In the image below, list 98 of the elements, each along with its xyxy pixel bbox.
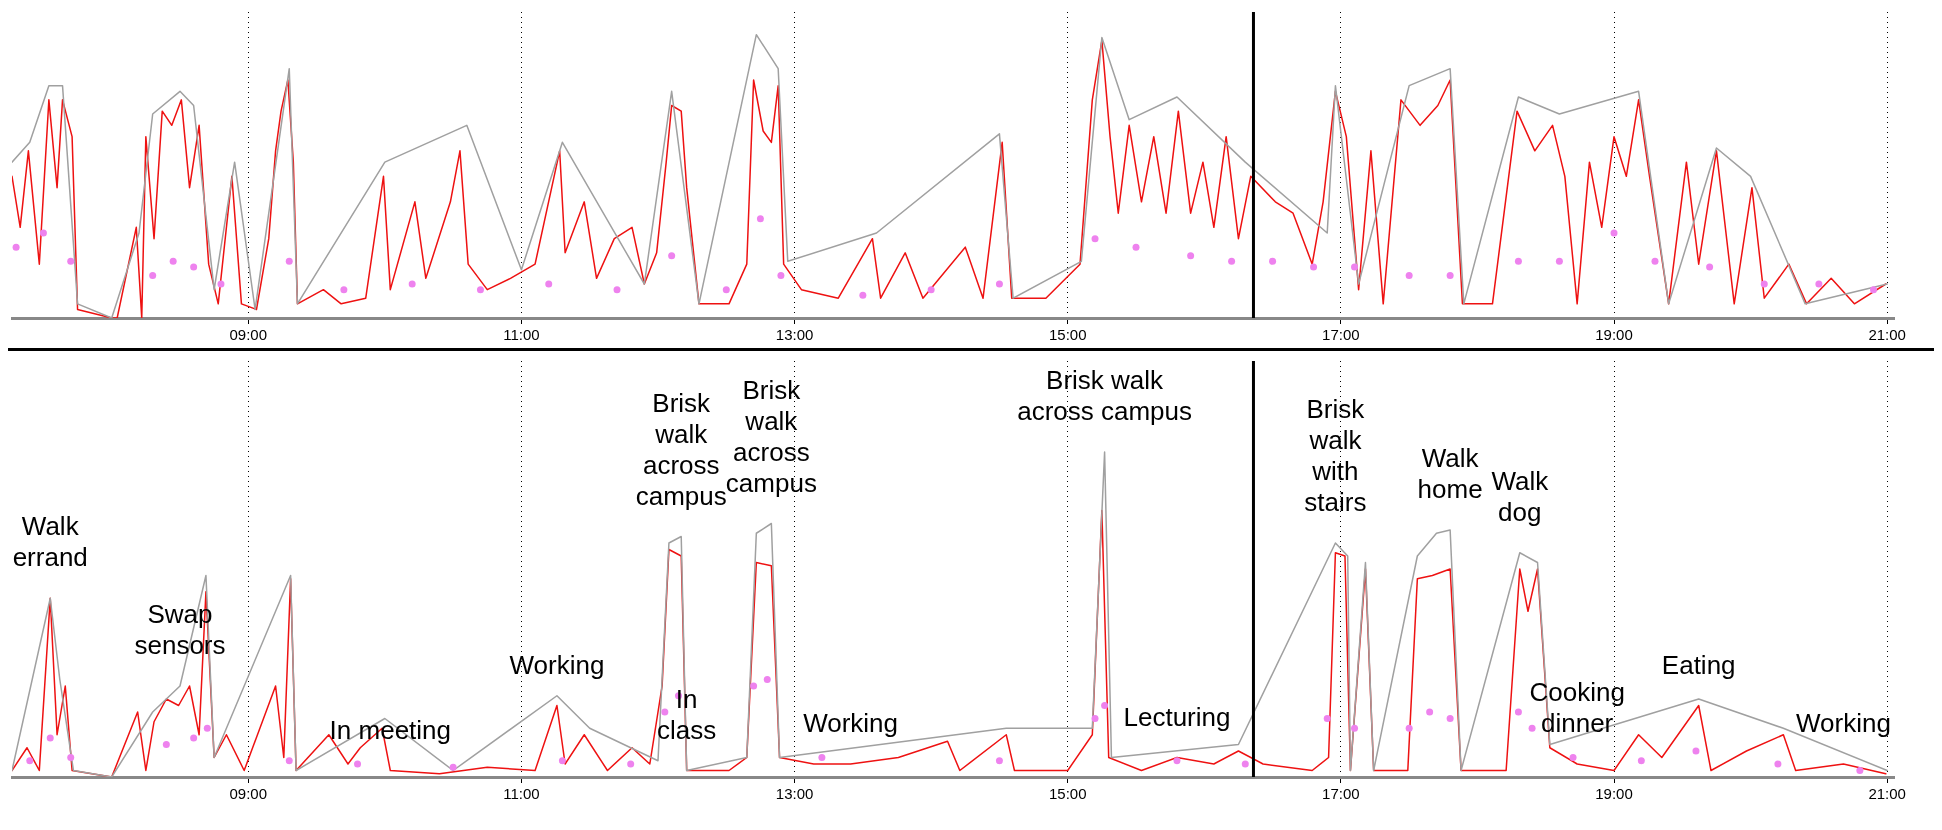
point <box>927 286 935 294</box>
point <box>1651 257 1659 265</box>
annotation: Brisk walk across campus <box>725 374 817 498</box>
annotation: Brisk walk across campus <box>635 387 727 511</box>
point <box>1187 252 1195 260</box>
point <box>162 741 170 748</box>
annotation: Working <box>803 708 899 739</box>
x-tick-label: 09:00 <box>229 326 268 344</box>
point <box>777 272 785 279</box>
point <box>1870 286 1878 294</box>
point <box>756 215 764 223</box>
annotation: Walk dog <box>1491 465 1550 527</box>
x-tick-label: 11:00 <box>503 326 540 344</box>
point <box>1637 757 1645 765</box>
point <box>995 280 1003 288</box>
x-tick-label: 21:00 <box>1868 785 1906 803</box>
point <box>763 676 771 683</box>
point <box>1856 767 1864 774</box>
point <box>1555 257 1563 265</box>
point <box>1323 715 1331 722</box>
point <box>67 754 75 761</box>
point <box>67 257 75 265</box>
point <box>545 280 553 288</box>
point <box>1405 724 1413 732</box>
point <box>1405 272 1413 279</box>
point <box>1528 724 1536 732</box>
point <box>12 243 20 251</box>
annotation: Eating <box>1661 649 1736 680</box>
x-tick-label: 11:00 <box>503 785 540 803</box>
x-tick-label: 21:00 <box>1868 326 1906 344</box>
point <box>476 286 484 294</box>
point <box>217 280 225 288</box>
point <box>1091 235 1099 243</box>
point <box>661 708 669 716</box>
point <box>26 757 34 765</box>
point <box>285 257 293 265</box>
point <box>1228 257 1236 265</box>
annotation: In class <box>657 683 717 745</box>
point <box>190 263 198 271</box>
point <box>1091 715 1099 722</box>
point <box>558 757 566 765</box>
point <box>203 724 211 732</box>
point <box>627 760 635 768</box>
point <box>750 682 758 690</box>
point <box>1774 760 1782 768</box>
point <box>39 229 47 237</box>
point <box>1446 272 1454 279</box>
point <box>1692 747 1700 755</box>
point <box>1610 229 1618 237</box>
point <box>859 291 867 299</box>
point <box>995 757 1003 765</box>
point <box>1351 263 1359 271</box>
point <box>1269 257 1277 265</box>
point <box>1514 708 1522 716</box>
x-tick-label: 13:00 <box>775 785 814 803</box>
point <box>340 286 348 294</box>
point <box>1815 280 1823 288</box>
point <box>613 286 621 294</box>
annotation: Working <box>1796 708 1891 739</box>
point <box>1446 715 1454 722</box>
point <box>285 757 293 765</box>
x-tick-label: 19:00 <box>1595 785 1633 803</box>
point <box>1310 263 1318 271</box>
point <box>354 760 362 768</box>
point <box>46 734 54 742</box>
point <box>449 763 457 771</box>
x-tick-label: 09:00 <box>229 785 268 803</box>
point <box>408 280 416 288</box>
annotation: In meeting <box>329 714 452 745</box>
point <box>818 754 826 761</box>
x-tick-label: 19:00 <box>1595 326 1633 344</box>
point <box>169 257 177 265</box>
annotation: Working <box>509 649 605 680</box>
point <box>1241 760 1249 768</box>
annotation: Walk errand <box>12 511 88 573</box>
annotation: Brisk walk with stairs <box>1304 394 1367 518</box>
annotation: Lecturing <box>1123 701 1231 732</box>
point <box>1569 754 1577 761</box>
point <box>1514 257 1522 265</box>
x-tick-label: 13:00 <box>775 326 814 344</box>
x-tick-label: 15:00 <box>1048 785 1087 803</box>
point <box>722 286 730 294</box>
point <box>149 272 157 279</box>
x-tick-label: 17:00 <box>1322 785 1360 803</box>
point <box>1101 702 1109 709</box>
annotation: Walk home <box>1417 443 1483 505</box>
point <box>190 734 198 742</box>
point <box>1132 243 1140 251</box>
point <box>1760 280 1768 288</box>
x-tick-label: 15:00 <box>1048 326 1087 344</box>
point <box>1426 708 1434 716</box>
x-tick-label: 17:00 <box>1322 326 1360 344</box>
point <box>668 252 676 260</box>
annotation: Brisk walk across campus <box>1017 365 1193 427</box>
annotation: Cooking dinner <box>1529 677 1625 739</box>
point <box>1706 263 1714 271</box>
point <box>1173 757 1181 765</box>
point <box>1351 724 1359 732</box>
